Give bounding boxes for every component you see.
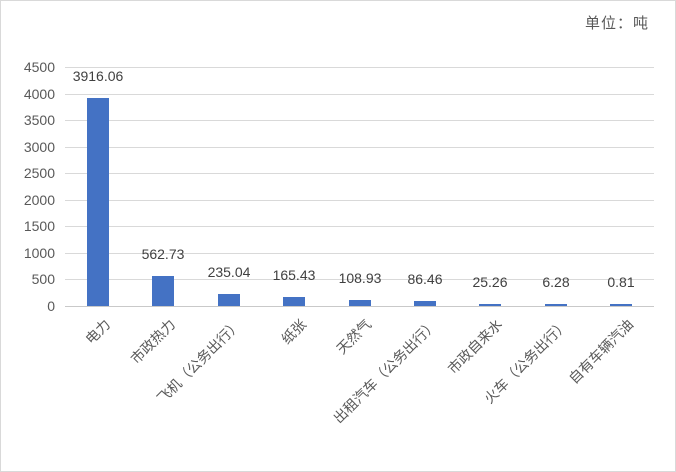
gridline: [65, 94, 654, 95]
bar: [610, 304, 632, 306]
data-label: 25.26: [472, 274, 508, 290]
y-axis-tick-label: 2500: [23, 165, 55, 181]
x-axis-line: [65, 306, 654, 307]
gridline: [65, 173, 654, 174]
bar: [414, 301, 436, 306]
gridline: [65, 226, 654, 227]
y-axis-tick-label: 3500: [23, 112, 55, 128]
bar: [87, 98, 109, 306]
unit-label: 单位：吨: [584, 15, 649, 32]
bar: [545, 304, 567, 306]
y-axis-tick-label: 0: [47, 298, 55, 314]
y-axis-tick-label: 1500: [23, 218, 55, 234]
data-label: 108.93: [338, 270, 382, 286]
data-label: 0.81: [607, 274, 635, 290]
category-label: 天然气: [333, 316, 375, 358]
category-label: 纸张: [278, 316, 310, 348]
gridline: [65, 120, 654, 121]
data-label: 86.46: [407, 271, 443, 287]
gridline: [65, 147, 654, 148]
y-axis-tick-label: 3000: [23, 139, 55, 155]
category-label: 市政热力: [127, 316, 179, 367]
y-axis-tick-label: 500: [31, 271, 55, 287]
bar: [152, 276, 174, 306]
gridline: [65, 279, 654, 280]
category-label: 自有车辆汽油: [565, 316, 637, 387]
bar: [349, 300, 371, 306]
bar: [479, 304, 501, 306]
data-label: 235.04: [207, 264, 251, 280]
y-axis-tick-label: 4500: [23, 59, 55, 75]
y-axis-tick-label: 1000: [23, 245, 55, 261]
category-label: 市政自来水: [444, 316, 506, 377]
bar: [283, 297, 305, 306]
gridline: [65, 200, 654, 201]
data-label: 6.28: [542, 274, 570, 290]
data-label: 165.43: [272, 267, 316, 283]
gridline: [65, 67, 654, 68]
y-axis-tick-label: 2000: [23, 192, 55, 208]
y-axis-tick-label: 4000: [23, 86, 55, 102]
plot-area: 3916.06 562.73 235.04 165.43 108.93 86.46 25.2…: [65, 67, 654, 307]
data-label: 562.73: [141, 246, 185, 262]
category-label: 电力: [82, 316, 114, 348]
bar: [218, 294, 240, 306]
data-label: 3916.06: [72, 68, 124, 84]
gridline: [65, 253, 654, 254]
